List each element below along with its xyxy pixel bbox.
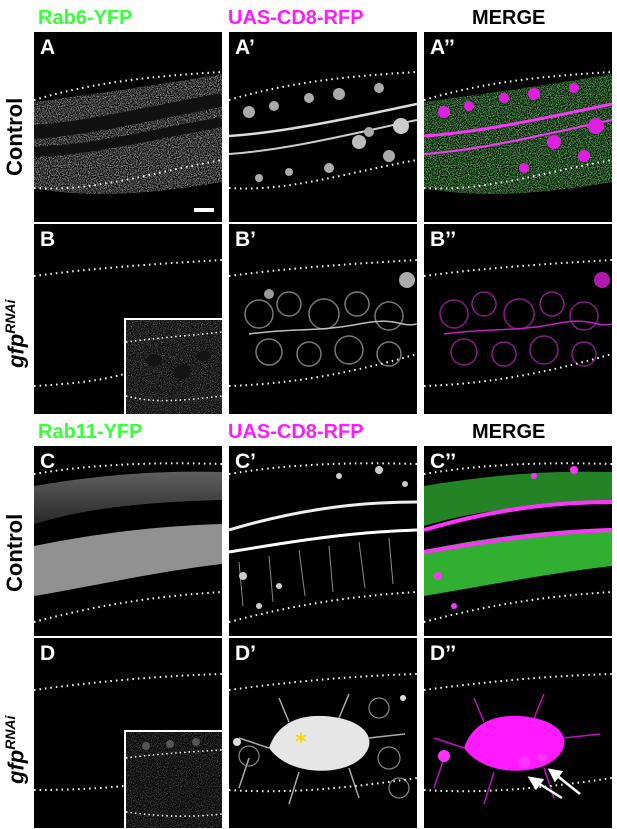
scale-bar bbox=[194, 208, 214, 212]
inset-d bbox=[124, 730, 222, 828]
panel-label-d-prime: D’ bbox=[235, 642, 256, 665]
panel-d-prime: D’ * bbox=[229, 638, 417, 828]
panel-label-a-prime: A’ bbox=[235, 36, 255, 59]
header-merge-top: MERGE bbox=[472, 7, 546, 29]
header-rab6-yfp: Rab6-YFP bbox=[38, 7, 133, 29]
panel-label-d-double-prime: D’’ bbox=[430, 642, 457, 665]
panel-b-double-prime: B’’ bbox=[424, 224, 612, 414]
panel-label-d: D bbox=[40, 642, 56, 665]
arrow-markers bbox=[527, 768, 581, 800]
inset-b bbox=[124, 318, 222, 414]
panel-b: B bbox=[34, 224, 222, 414]
panel-label-b-double-prime: B’’ bbox=[430, 228, 457, 251]
row-label-gfp-rnai-top: gfpRNAi bbox=[2, 299, 29, 368]
panel-c-image bbox=[34, 462, 222, 623]
header-rab11-yfp: Rab11-YFP bbox=[38, 421, 143, 443]
panel-label-a: A bbox=[40, 36, 56, 59]
panel-label-c: C bbox=[40, 450, 56, 473]
panel-c-prime-image bbox=[229, 462, 417, 623]
panel-a-double-prime: A’’ bbox=[424, 32, 612, 222]
panel-c-prime: C’ bbox=[229, 446, 417, 636]
panel-a-prime: A’ bbox=[229, 32, 417, 222]
panel-d-prime-image: * bbox=[229, 673, 417, 805]
panel-label-c-prime: C’ bbox=[235, 450, 256, 473]
header-uas-cd8-rfp-bottom: UAS-CD8-RFP bbox=[228, 421, 364, 443]
panel-label-b-prime: B’ bbox=[235, 228, 256, 251]
panel-b-prime-image bbox=[229, 259, 417, 387]
panel-b-double-prime-image bbox=[424, 259, 612, 387]
panel-c: C bbox=[34, 446, 222, 636]
header-merge-bottom: MERGE bbox=[472, 421, 546, 443]
row-label-gfp-rnai-bottom: gfpRNAi bbox=[2, 715, 29, 784]
panel-b-image bbox=[34, 259, 222, 387]
panel-label-a-double-prime: A’’ bbox=[430, 36, 455, 59]
panel-a-prime-image bbox=[229, 71, 417, 190]
panel-a: A bbox=[34, 32, 222, 222]
panel-b-prime: B’ bbox=[229, 224, 417, 414]
header-uas-cd8-rfp-top: UAS-CD8-RFP bbox=[228, 7, 364, 29]
panel-label-c-double-prime: C’’ bbox=[430, 450, 457, 473]
row-label-control-bottom: Control bbox=[2, 513, 27, 592]
asterisk-marker: * bbox=[295, 730, 307, 755]
panel-d-double-prime-image bbox=[424, 673, 612, 805]
panel-c-double-prime: C’’ bbox=[424, 446, 612, 636]
panel-label-b: B bbox=[40, 228, 56, 251]
row-label-control-top: Control bbox=[2, 97, 27, 176]
panel-d-image bbox=[34, 673, 222, 791]
panel-a-double-prime-image bbox=[424, 71, 612, 195]
panel-d: D bbox=[34, 638, 222, 828]
panel-c-double-prime-image bbox=[424, 462, 612, 623]
panel-d-double-prime: D’’ bbox=[424, 638, 612, 828]
panel-a-image bbox=[34, 71, 222, 212]
